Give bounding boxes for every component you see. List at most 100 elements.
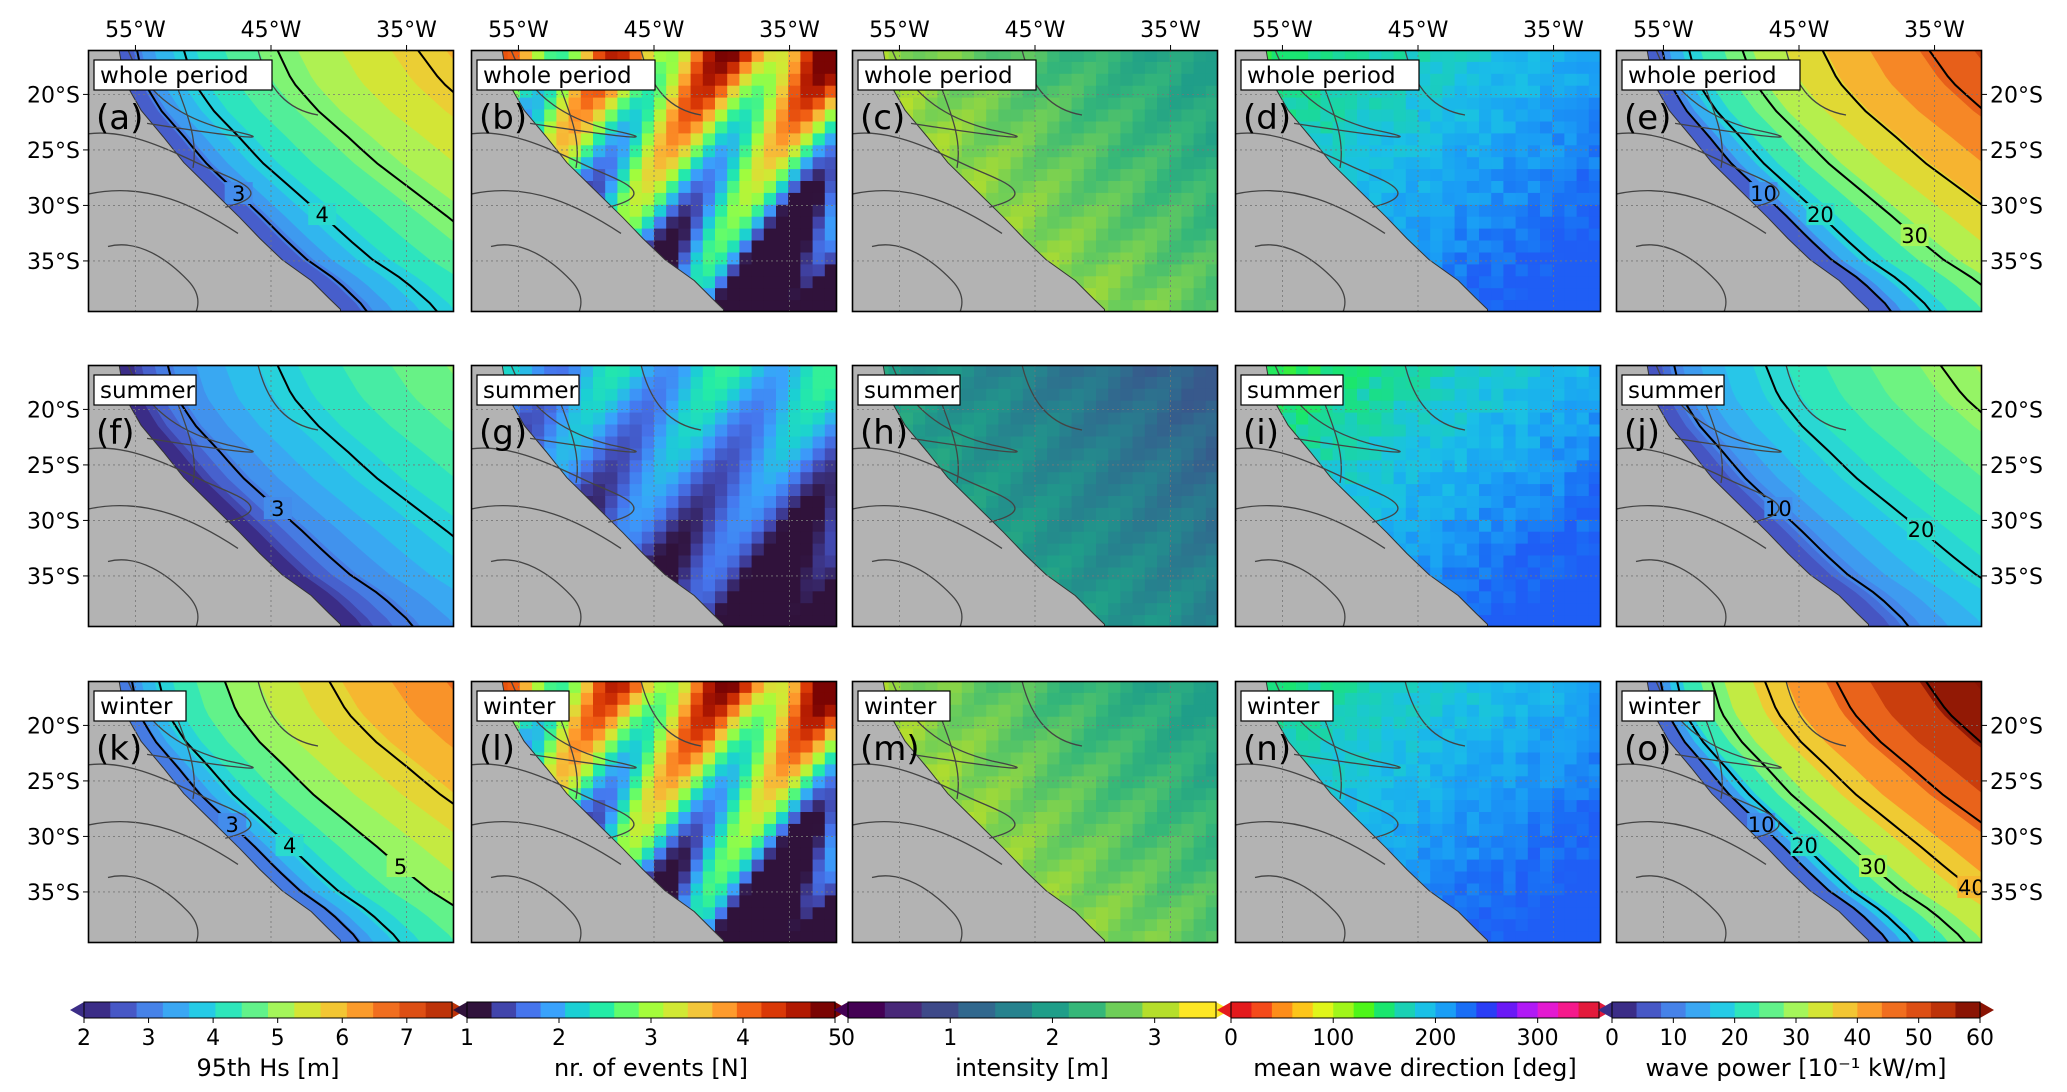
field-cell [1515, 264, 1529, 277]
field-cell [1096, 264, 1109, 277]
field-cell [727, 740, 740, 753]
field-cell [1059, 472, 1073, 485]
field-cell [1108, 496, 1121, 509]
field-cell [824, 823, 837, 837]
field-cell [1071, 412, 1085, 426]
field-cell [739, 871, 753, 884]
field-cell [974, 424, 987, 437]
field-cell [727, 252, 740, 265]
field-cell [1181, 603, 1195, 616]
field-cell [593, 121, 606, 134]
field-cell [739, 472, 753, 485]
field-cell [998, 169, 1012, 182]
field-cell [1205, 252, 1218, 265]
field-cell [1381, 133, 1395, 146]
contour-line [158, 681, 402, 943]
field-cell [751, 496, 765, 509]
field-cell [678, 204, 692, 218]
field-cell [1010, 169, 1024, 182]
field-cell [824, 496, 837, 509]
field-cell [1022, 412, 1036, 426]
field-cell [1588, 228, 1601, 242]
field-cell [788, 728, 801, 742]
field-cell [776, 555, 789, 568]
field-cell [690, 543, 704, 557]
field-cell [1576, 204, 1590, 218]
field-cell [1096, 109, 1109, 122]
field-cell [800, 531, 814, 545]
field-cell [1083, 823, 1097, 837]
field-cell [812, 519, 826, 533]
map-panel-h: summer(h) [851, 364, 1219, 628]
field-cell [788, 157, 801, 170]
field-cell [1193, 204, 1207, 218]
field-cell [1035, 776, 1048, 789]
country-border [127, 50, 254, 138]
field-cell [1071, 692, 1085, 706]
field-cell [678, 61, 692, 75]
field-cell [925, 50, 938, 63]
field-cell [1157, 603, 1170, 616]
field-cell [974, 460, 987, 473]
field-cell [1193, 388, 1207, 402]
field-cell [998, 400, 1012, 414]
field-cell [1096, 181, 1109, 194]
field-cell [1527, 73, 1541, 87]
season-label-box [476, 374, 580, 406]
field-cell [1527, 181, 1541, 194]
field-cell [1144, 216, 1158, 230]
field-cell [1022, 847, 1036, 861]
field-cell [1193, 681, 1207, 694]
field-cell [1157, 50, 1170, 63]
field-cell [1181, 133, 1195, 146]
contour-label-bg [386, 855, 415, 878]
field-cell [666, 812, 679, 825]
field-cell [678, 85, 692, 99]
field-cell [1071, 436, 1085, 449]
field-cell [1564, 264, 1578, 277]
field-cell [1479, 264, 1492, 277]
field-cell [998, 835, 1012, 849]
field-cell [1466, 145, 1480, 158]
field-cell [751, 704, 765, 718]
field-cell [1193, 216, 1207, 230]
field-cell [1035, 555, 1048, 568]
field-cell [593, 181, 606, 194]
field-cell [1120, 73, 1134, 87]
field-cell [654, 472, 667, 485]
field-cell [974, 97, 987, 111]
field-cell [1169, 579, 1182, 592]
field-cell [800, 800, 814, 813]
field-cell [1169, 169, 1182, 182]
field-cell [1047, 216, 1060, 230]
field-cell [1071, 507, 1085, 521]
field-cell [961, 704, 975, 718]
field-cell [1169, 300, 1182, 312]
field-cell [1096, 436, 1109, 449]
field-cell [1181, 681, 1195, 694]
country-border [560, 720, 578, 800]
field-cell [1071, 264, 1085, 277]
field-cell [1181, 412, 1195, 426]
field-cell [1047, 169, 1060, 182]
field-cell [593, 752, 606, 765]
field-cell [812, 496, 826, 509]
field-cell [568, 448, 582, 461]
field-cell [1540, 228, 1553, 242]
field-cell [1035, 121, 1048, 134]
field-cell [641, 436, 655, 449]
field-cell [1576, 288, 1590, 301]
field-cell [1083, 907, 1097, 920]
field-cell [1193, 181, 1207, 194]
field-cell [1120, 472, 1134, 485]
field-cell [1071, 543, 1085, 557]
field-cell [913, 412, 926, 426]
field-cell [654, 704, 667, 718]
field-cell [1132, 61, 1146, 75]
field-cell [715, 800, 728, 813]
field-cell [1442, 121, 1456, 134]
field-cell [715, 169, 728, 182]
field-cell [727, 264, 740, 277]
field-cell [1096, 835, 1109, 849]
field-cell [1071, 847, 1085, 861]
